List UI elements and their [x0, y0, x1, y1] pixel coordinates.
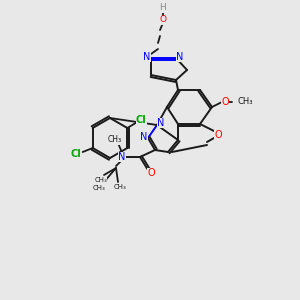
Text: Cl: Cl: [70, 149, 81, 159]
Text: CH₃: CH₃: [94, 177, 107, 183]
Text: CH₃: CH₃: [93, 185, 105, 191]
Text: N: N: [143, 52, 151, 62]
Text: O: O: [160, 16, 167, 25]
Text: N: N: [157, 118, 165, 128]
Text: CH₃: CH₃: [114, 184, 126, 190]
Text: H: H: [160, 4, 167, 13]
Text: Cl: Cl: [136, 115, 147, 125]
Text: N: N: [140, 132, 148, 142]
Text: CH₃: CH₃: [238, 98, 254, 106]
Text: O: O: [147, 168, 155, 178]
Text: N: N: [118, 152, 126, 162]
Text: N: N: [176, 52, 184, 62]
Text: O: O: [221, 97, 229, 107]
Text: O: O: [214, 130, 222, 140]
Text: CH₃: CH₃: [108, 136, 122, 145]
